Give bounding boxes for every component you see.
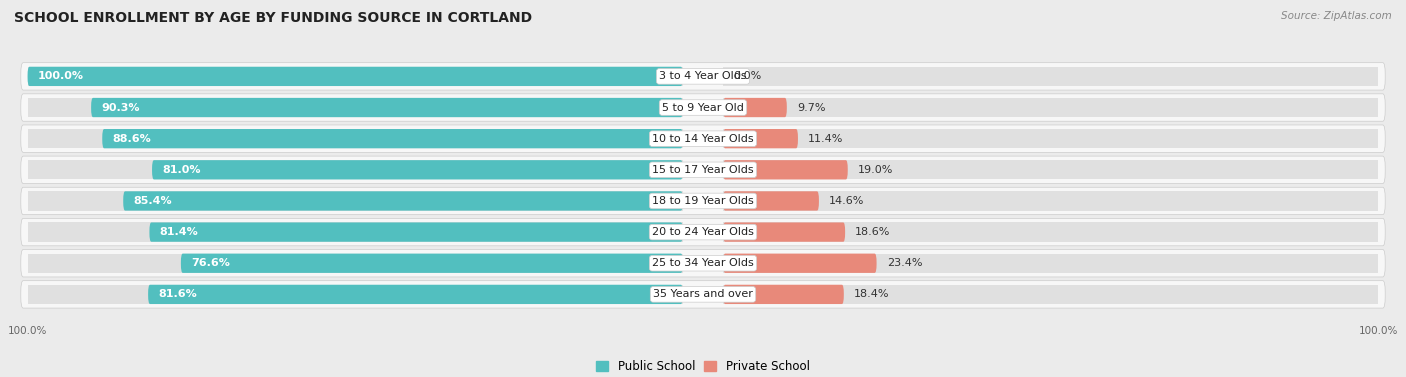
Text: 23.4%: 23.4% xyxy=(887,258,922,268)
Bar xyxy=(723,285,1378,304)
Bar xyxy=(723,191,1378,211)
Text: 76.6%: 76.6% xyxy=(191,258,231,268)
FancyBboxPatch shape xyxy=(149,222,683,242)
FancyBboxPatch shape xyxy=(21,94,1385,121)
FancyBboxPatch shape xyxy=(723,222,845,242)
Text: 88.6%: 88.6% xyxy=(112,134,150,144)
FancyBboxPatch shape xyxy=(21,218,1385,246)
FancyBboxPatch shape xyxy=(21,125,1385,152)
Text: 15 to 17 Year Olds: 15 to 17 Year Olds xyxy=(652,165,754,175)
Text: 100.0%: 100.0% xyxy=(8,325,48,336)
Text: 20 to 24 Year Olds: 20 to 24 Year Olds xyxy=(652,227,754,237)
FancyBboxPatch shape xyxy=(21,187,1385,215)
Text: Source: ZipAtlas.com: Source: ZipAtlas.com xyxy=(1281,11,1392,21)
Bar xyxy=(28,254,683,273)
Text: 90.3%: 90.3% xyxy=(101,103,139,112)
Text: 10 to 14 Year Olds: 10 to 14 Year Olds xyxy=(652,134,754,144)
Text: 100.0%: 100.0% xyxy=(1358,325,1398,336)
Bar xyxy=(723,160,1378,179)
FancyBboxPatch shape xyxy=(723,129,799,148)
Bar xyxy=(723,222,1378,242)
FancyBboxPatch shape xyxy=(148,285,683,304)
Bar xyxy=(28,222,683,242)
Bar xyxy=(723,98,1378,117)
Text: SCHOOL ENROLLMENT BY AGE BY FUNDING SOURCE IN CORTLAND: SCHOOL ENROLLMENT BY AGE BY FUNDING SOUR… xyxy=(14,11,533,25)
Text: 85.4%: 85.4% xyxy=(134,196,172,206)
FancyBboxPatch shape xyxy=(91,98,683,117)
Bar xyxy=(723,129,1378,148)
Text: 18.6%: 18.6% xyxy=(855,227,890,237)
FancyBboxPatch shape xyxy=(181,254,683,273)
FancyBboxPatch shape xyxy=(723,160,848,179)
Text: 19.0%: 19.0% xyxy=(858,165,893,175)
Text: 18 to 19 Year Olds: 18 to 19 Year Olds xyxy=(652,196,754,206)
FancyBboxPatch shape xyxy=(723,191,818,211)
Text: 3 to 4 Year Olds: 3 to 4 Year Olds xyxy=(659,71,747,81)
Bar xyxy=(28,98,683,117)
Legend: Public School, Private School: Public School, Private School xyxy=(592,355,814,377)
Bar xyxy=(28,67,683,86)
Bar xyxy=(28,191,683,211)
FancyBboxPatch shape xyxy=(21,156,1385,184)
FancyBboxPatch shape xyxy=(21,281,1385,308)
Bar xyxy=(723,67,1378,86)
Text: 18.4%: 18.4% xyxy=(853,290,890,299)
FancyBboxPatch shape xyxy=(124,191,683,211)
FancyBboxPatch shape xyxy=(103,129,683,148)
Bar xyxy=(28,129,683,148)
Bar xyxy=(723,254,1378,273)
Text: 81.0%: 81.0% xyxy=(162,165,201,175)
FancyBboxPatch shape xyxy=(723,98,787,117)
Text: 100.0%: 100.0% xyxy=(38,71,84,81)
FancyBboxPatch shape xyxy=(723,285,844,304)
Bar xyxy=(28,285,683,304)
FancyBboxPatch shape xyxy=(152,160,683,179)
Text: 0.0%: 0.0% xyxy=(734,71,762,81)
FancyBboxPatch shape xyxy=(723,254,876,273)
Text: 14.6%: 14.6% xyxy=(830,196,865,206)
Text: 5 to 9 Year Old: 5 to 9 Year Old xyxy=(662,103,744,112)
FancyBboxPatch shape xyxy=(21,250,1385,277)
Bar xyxy=(28,160,683,179)
Text: 25 to 34 Year Olds: 25 to 34 Year Olds xyxy=(652,258,754,268)
Text: 81.6%: 81.6% xyxy=(159,290,197,299)
Text: 35 Years and over: 35 Years and over xyxy=(652,290,754,299)
Text: 11.4%: 11.4% xyxy=(808,134,844,144)
FancyBboxPatch shape xyxy=(21,63,1385,90)
Text: 9.7%: 9.7% xyxy=(797,103,825,112)
FancyBboxPatch shape xyxy=(28,67,683,86)
Text: 81.4%: 81.4% xyxy=(159,227,198,237)
